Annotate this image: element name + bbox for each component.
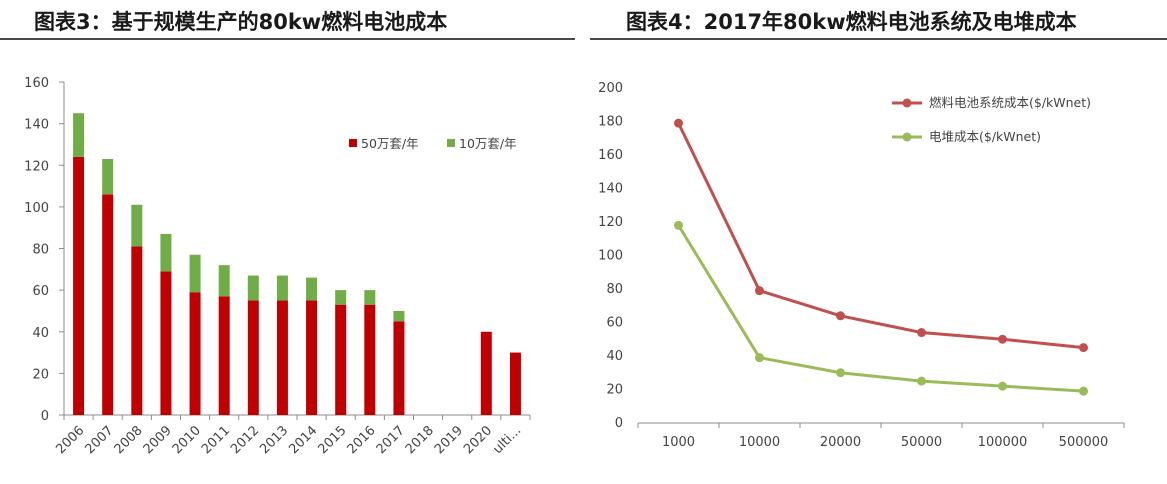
right-chart-title: 图表4：2017年80kw燃料电池系统及电堆成本 [626,10,1077,34]
data-point-stack [836,368,845,378]
bar-10w-2014 [306,277,318,301]
data-point-system [836,311,845,321]
bar-50w-ulti... [509,352,521,415]
left-title-rule [0,38,575,40]
y-tick-label: 120 [598,215,623,230]
y-tick-label: 160 [24,76,49,91]
bar-50w-2007 [102,194,114,415]
x-tick-label: 2013 [257,423,291,457]
y-tick-label: 120 [24,159,49,174]
bar-50w-2012 [247,300,259,415]
x-tick-label: 20000 [820,435,861,450]
y-tick-label: 140 [24,118,49,133]
bar-chart: 0204060801001201401602006200720082009201… [24,76,531,457]
y-tick-label: 60 [606,316,623,331]
bar-50w-2010 [189,292,201,415]
legend-swatch [447,139,455,147]
left-chart-title: 图表3：基于规模生产的80kw燃料电池成本 [34,10,448,34]
y-tick-label: 20 [32,367,49,382]
bar-50w-2015 [335,304,347,415]
bar-10w-2010 [189,254,201,293]
y-tick-label: 20 [606,383,623,398]
x-tick-label: 2012 [228,423,262,457]
y-tick-label: 0 [615,416,623,431]
x-tick-label: 2020 [461,423,495,457]
x-tick-label: ulti... [490,423,524,457]
series-line-stack [677,224,1084,393]
series-line-system [677,122,1084,350]
right-title-rule [590,38,1167,40]
y-tick-label: 100 [24,201,49,216]
bar-50w-2016 [364,304,376,415]
x-tick-label: 2011 [199,423,233,457]
x-tick-label: 2010 [170,423,204,457]
data-point-stack [755,353,764,363]
x-tick-label: 10000 [739,435,780,450]
bar-10w-2012 [247,275,259,301]
bar-50w-2011 [218,296,230,415]
data-point-stack [917,376,926,386]
x-tick-label: 2006 [53,423,87,457]
bar-10w-2007 [102,159,114,195]
x-tick-label: 2017 [374,423,408,457]
bar-50w-2013 [276,300,288,415]
legend-label: 燃料电池系统成本($/kWnet) [929,95,1091,110]
bar-10w-2009 [160,233,172,272]
x-tick-label: 2008 [112,423,146,457]
legend-label: 10万套/年 [459,136,517,151]
y-tick-label: 140 [598,182,623,197]
y-tick-label: 100 [598,249,623,264]
x-tick-label: 50000 [901,435,942,450]
bar-10w-2008 [131,204,143,247]
legend-label: 50万套/年 [361,136,419,151]
bar-10w-2013 [276,275,288,301]
x-tick-label: 2016 [345,423,379,457]
x-tick-label: 1000 [662,435,695,450]
data-point-system [755,286,764,296]
y-tick-label: 60 [32,284,49,299]
bar-50w-2017 [393,321,405,415]
data-point-stack [998,381,1007,391]
x-tick-label: 2014 [286,423,320,457]
bar-10w-2017 [393,310,405,322]
x-tick-label: 2007 [83,423,117,457]
y-tick-label: 180 [598,115,623,130]
bar-50w-2008 [131,246,143,415]
y-tick-label: 40 [606,349,623,364]
x-tick-label: 2015 [316,423,350,457]
y-tick-label: 80 [606,282,623,297]
bar-10w-2016 [364,290,376,305]
data-point-stack [1079,386,1088,396]
y-tick-label: 160 [598,148,623,163]
bar-50w-2006 [73,156,85,416]
data-point-system [1079,343,1088,353]
data-point-stack [674,220,683,230]
bar-50w-2009 [160,271,172,415]
data-point-system [674,118,683,128]
y-tick-label: 80 [32,243,49,258]
bar-10w-2015 [335,290,347,305]
legend-marker [902,132,912,142]
y-tick-label: 200 [598,81,623,96]
data-point-system [917,328,926,338]
data-point-system [998,334,1007,344]
x-tick-label: 2018 [403,423,437,457]
y-tick-label: 40 [32,326,49,341]
legend-label: 电堆成本($/kWnet) [929,129,1041,144]
y-tick-label: 0 [41,409,49,424]
bar-50w-2020 [480,331,492,415]
legend-swatch [349,139,357,147]
bar-10w-2006 [73,113,85,157]
x-tick-label: 100000 [978,435,1028,450]
x-tick-label: 2019 [432,423,466,457]
bar-50w-2014 [306,300,318,415]
legend-marker [902,98,912,108]
x-tick-label: 2009 [141,423,175,457]
x-tick-label: 500000 [1059,435,1109,450]
bar-10w-2011 [218,265,230,297]
line-chart: 0 20 40 60 80 100 120 140 160 180 200 1000 10000 2000… [598,81,1125,450]
